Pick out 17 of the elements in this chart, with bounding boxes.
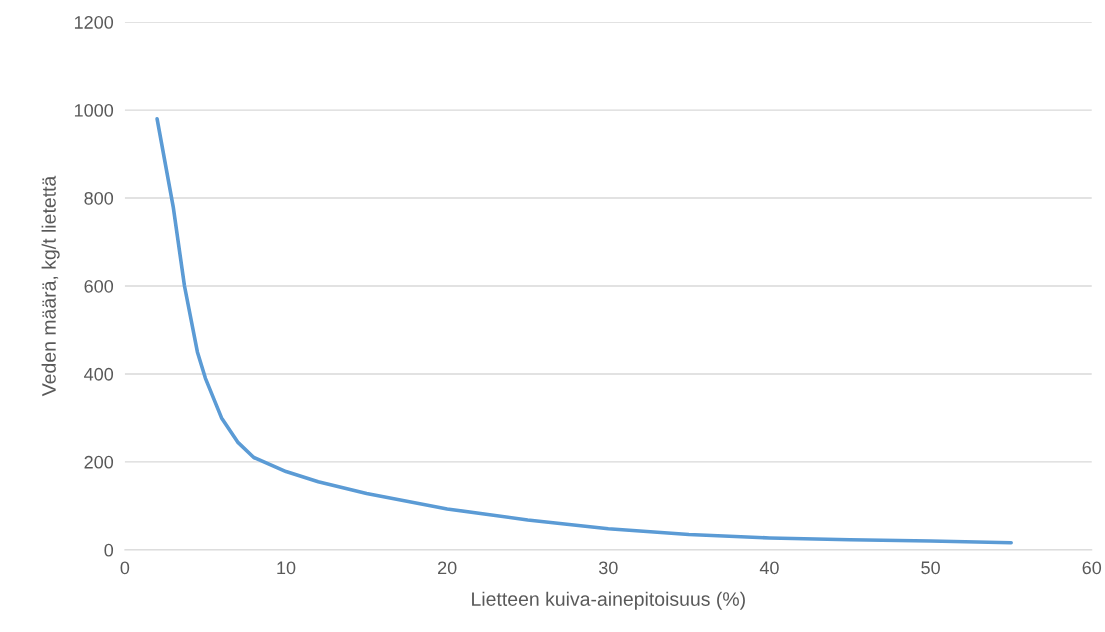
y-tick-label: 400 (84, 367, 114, 381)
x-tick-label: 40 (759, 561, 779, 575)
y-axis-title: Veden määrä, kg/t lietettä (41, 175, 60, 397)
y-tick-label: 200 (84, 455, 114, 469)
y-tick-label: 1200 (74, 16, 114, 29)
x-tick-label: 0 (120, 561, 130, 575)
y-tick-label: 800 (84, 191, 114, 205)
line-series (155, 117, 1013, 545)
y-tick-label: 0 (104, 543, 114, 557)
x-axis-title: Lietteen kuiva-ainepitoisuus (%) (472, 591, 745, 610)
x-tick-label: 60 (1082, 561, 1102, 575)
y-tick-label: 600 (84, 279, 114, 293)
x-tick-label: 20 (438, 561, 457, 575)
y-tick-label: 1000 (74, 104, 114, 117)
x-tick-label: 30 (598, 561, 618, 575)
x-tick-label: 10 (277, 561, 296, 575)
x-tick-label: 50 (921, 561, 940, 575)
